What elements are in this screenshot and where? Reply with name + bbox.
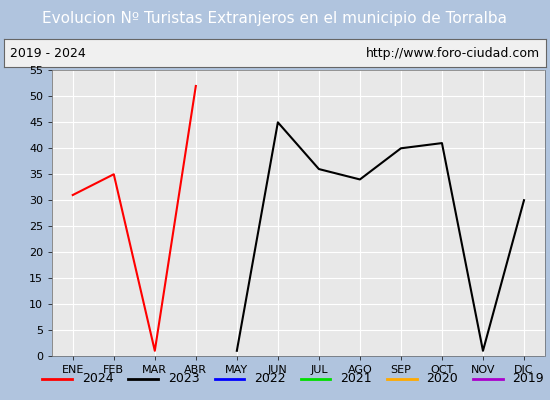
Text: 2019 - 2024: 2019 - 2024: [10, 47, 86, 60]
Text: 2023: 2023: [168, 372, 200, 386]
Text: 2021: 2021: [340, 372, 372, 386]
Text: 2022: 2022: [254, 372, 286, 386]
Text: 2020: 2020: [426, 372, 458, 386]
Text: http://www.foro-ciudad.com: http://www.foro-ciudad.com: [366, 47, 540, 60]
Text: 2019: 2019: [513, 372, 544, 386]
Text: Evolucion Nº Turistas Extranjeros en el municipio de Torralba: Evolucion Nº Turistas Extranjeros en el …: [42, 10, 508, 26]
Text: 2024: 2024: [82, 372, 114, 386]
